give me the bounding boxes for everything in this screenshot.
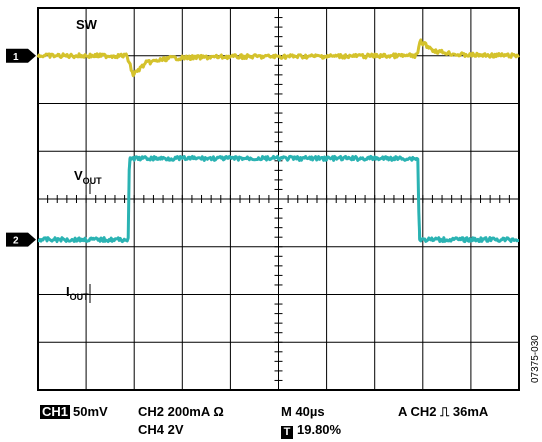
trigger-readout: A CH2 ⎍ 36mA [398, 404, 488, 420]
channel-marker-label: 2 [13, 236, 19, 247]
channel-marker-2: 2 [6, 232, 36, 247]
trigger-position: 19.80% [297, 422, 342, 437]
trigger-position-badge: T [281, 426, 293, 439]
iout-edge [416, 158, 421, 240]
ch4-scale: CH4 2V [138, 422, 184, 437]
ch2-scale: CH2 200mA Ω [138, 404, 224, 419]
trigger-source: A CH2 [398, 404, 437, 419]
channel-marker-arrow [6, 48, 36, 63]
channel-marker-label: 1 [13, 52, 19, 63]
vout-trace [36, 38, 521, 78]
ch1-scale: 50mV [73, 404, 108, 419]
figure-id: 07375-030 [530, 335, 541, 383]
sw-label: SW [76, 17, 98, 32]
iout-label: IOUT [66, 284, 89, 302]
timebase: M 40µs [281, 404, 325, 419]
iout-trace [37, 154, 520, 244]
trigger-level: 36mA [452, 404, 489, 419]
vout-label: VOUT [74, 168, 102, 186]
graticule [37, 7, 520, 391]
traces [36, 38, 521, 244]
channel-markers: 412 [6, 48, 36, 247]
channel-marker-arrow [6, 232, 36, 247]
trace-labels: SW VOUT IOUT [66, 17, 102, 303]
ch1-badge: CH1 [40, 404, 71, 419]
ch1-scale-readout: CH1 50mV [40, 404, 108, 419]
trigger-position-readout: T 19.80% [281, 422, 341, 439]
channel-marker-1: 1 [6, 48, 36, 63]
iout-edge [127, 158, 131, 240]
trigger-slope-icon: ⎍ [440, 404, 450, 419]
